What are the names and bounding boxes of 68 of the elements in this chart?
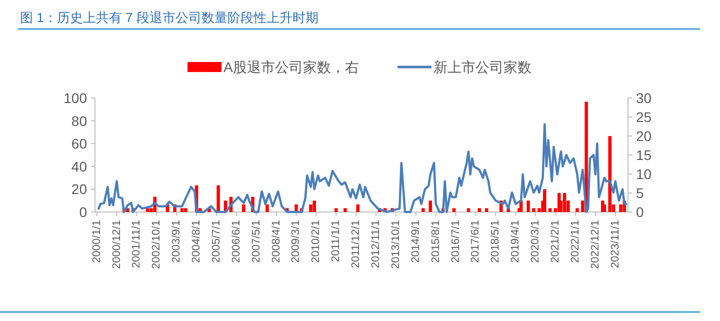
y-tick-label: 0 xyxy=(79,204,88,220)
x-tick-label: 2008/4/1 xyxy=(270,220,282,263)
bar xyxy=(466,208,470,212)
y-tick-label: 80 xyxy=(71,112,88,129)
y-tick-label: 100 xyxy=(64,90,88,106)
bar xyxy=(428,200,432,212)
bar xyxy=(548,208,552,212)
x-tick-label: 2015/8/1 xyxy=(430,220,442,263)
bar xyxy=(562,193,566,212)
bar xyxy=(526,200,530,212)
bar xyxy=(312,200,316,212)
x-tick-label: 2014/9/1 xyxy=(410,220,422,263)
legend-label: 新上市公司家数 xyxy=(434,59,532,75)
x-tick-label: 2007/5/1 xyxy=(250,220,262,263)
x-tick-label: 2017/6/1 xyxy=(470,220,482,263)
x-tick-label: 2022/12/1 xyxy=(589,220,602,269)
y2-tick-label: 20 xyxy=(636,128,652,144)
bar xyxy=(619,204,622,212)
x-tick-label: 2010/2/1 xyxy=(310,220,322,263)
x-tick-label: 2011/12/1 xyxy=(350,220,362,268)
x-tick-label: 2006/6/1 xyxy=(230,220,242,263)
y2-tick-label: 15 xyxy=(636,147,652,163)
bar xyxy=(532,208,536,212)
y-tick-label: 60 xyxy=(71,136,88,152)
x-tick-label: 2016/7/1 xyxy=(450,220,462,263)
bar xyxy=(242,204,246,212)
x-tick-label: 2012/11/1 xyxy=(370,220,382,268)
y2-tick-label: 30 xyxy=(636,90,652,106)
x-tick-label: 2011/1/1 xyxy=(330,220,342,262)
y2-tick-label: 5 xyxy=(636,185,644,201)
bar xyxy=(608,136,612,212)
bar xyxy=(266,204,269,212)
y2-tick-label: 0 xyxy=(636,204,644,220)
x-tick-label: 2018/5/1 xyxy=(490,220,502,263)
x-tick-label: 2000/12/1 xyxy=(110,220,123,269)
bar xyxy=(334,208,338,212)
x-tick-label: 2005/7/1 xyxy=(210,220,222,263)
y2-tick-label: 25 xyxy=(636,109,652,125)
bar xyxy=(356,204,360,212)
bar xyxy=(478,208,481,212)
bar xyxy=(484,208,488,212)
x-tick-label: 2009/3/1 xyxy=(290,220,302,263)
y-tick-label: 20 xyxy=(71,181,88,198)
bar xyxy=(184,208,188,212)
bar xyxy=(344,208,347,212)
y-tick-label: 40 xyxy=(71,158,88,174)
bar xyxy=(422,208,425,212)
bar xyxy=(216,185,220,212)
bar xyxy=(452,208,456,212)
x-tick-label: 2019/4/1 xyxy=(510,220,522,263)
bar xyxy=(542,189,546,212)
x-tick-label: 2004/8/1 xyxy=(190,220,203,263)
x-tick-label: 2022/1/1 xyxy=(569,220,582,263)
bar xyxy=(576,208,579,212)
bar xyxy=(309,204,312,212)
x-tick-label: 2000/1/1 xyxy=(90,220,103,263)
bar xyxy=(180,208,184,212)
x-tick-label: 2013/10/1 xyxy=(390,220,402,269)
bar xyxy=(602,204,606,212)
y2-tick-label: 10 xyxy=(636,166,652,182)
x-tick-label: 2020/3/1 xyxy=(530,220,542,263)
x-tick-label: 2023/11/1 xyxy=(609,220,622,268)
x-tick-label: 2001/11/1 xyxy=(130,220,143,268)
x-tick-label: 2021/2/1 xyxy=(549,220,562,263)
chart-title: 图 1：历史上共有 7 段退市公司数量阶段性上升时期 xyxy=(20,10,318,25)
x-tick-label: 2003/9/1 xyxy=(170,220,183,263)
legend-label: A股退市公司家数，右 xyxy=(224,59,359,75)
x-tick-label: 2002/10/1 xyxy=(150,220,163,269)
